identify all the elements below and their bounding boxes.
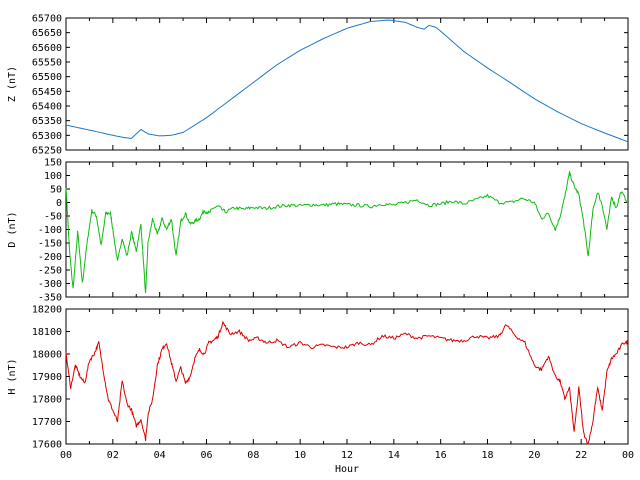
y-tick-label: 65700	[32, 14, 62, 25]
y-tick-label: 65300	[32, 131, 62, 142]
y-tick-label: 65500	[32, 72, 62, 83]
y-tick-label: -150	[38, 239, 62, 250]
plot-frame-z	[65, 17, 629, 151]
x-tick-label: 02	[107, 450, 119, 461]
x-tick-label: 00	[622, 450, 634, 461]
y-axis-label-z: Z (nT)	[7, 66, 18, 102]
y-axis-label-h: H (nT)	[7, 358, 18, 394]
x-tick-label: 16	[435, 450, 447, 461]
x-axis-label: Hour	[335, 464, 359, 475]
panel-d: -350 -300 -250 -200 -150 -100 -50 0 50 100 150 D (n…	[7, 158, 629, 304]
y-tick-label: 17900	[32, 372, 62, 383]
y-tick-label: 65350	[32, 116, 62, 127]
x-tick-label: 10	[294, 450, 306, 461]
y-tick-label: 18200	[32, 305, 62, 316]
x-tick-label: 04	[154, 450, 166, 461]
series-line-z	[65, 19, 629, 143]
x-tick-label: 06	[200, 450, 212, 461]
y-tick-label: -50	[44, 212, 62, 223]
x-tick-label: 14	[388, 450, 400, 461]
x-tick-label: 12	[341, 450, 353, 461]
y-tick-label: 65650	[32, 28, 62, 39]
y-tick-label: 18000	[32, 350, 62, 361]
y-axis-label-d: D (nT)	[7, 211, 18, 247]
x-tick-label: 20	[528, 450, 540, 461]
y-tick-label: 17700	[32, 417, 62, 428]
y-tick-label: 65400	[32, 102, 62, 113]
y-tick-label: 50	[50, 185, 62, 196]
y-tick-label: 150	[44, 158, 62, 169]
y-tick-label: 65550	[32, 58, 62, 69]
y-tick-label: 17600	[32, 440, 62, 451]
x-tick-label: 18	[481, 450, 493, 461]
series-line-d	[65, 171, 629, 294]
x-tick-label: 22	[575, 450, 587, 461]
y-tick-label: 65450	[32, 87, 62, 98]
plot-frame-h	[65, 308, 629, 445]
y-tick-label: -250	[38, 266, 62, 277]
y-tick-label: -200	[38, 252, 62, 263]
y-tick-label: 65600	[32, 43, 62, 54]
y-tick-label: 100	[44, 171, 62, 182]
y-tick-label: -100	[38, 225, 62, 236]
y-tick-label: 0	[56, 198, 62, 209]
x-tick-label: 08	[247, 450, 259, 461]
y-tick-label: 18100	[32, 327, 62, 338]
y-tick-label: 65250	[32, 146, 62, 157]
x-tick-label: 00	[60, 450, 72, 461]
y-tick-label: -300	[38, 279, 62, 290]
y-tick-label: -350	[38, 293, 62, 304]
series-line-h	[65, 320, 629, 445]
panel-h: 17600 17700 17800 17900 18000 18100 18200 00 02 0…	[7, 305, 634, 476]
y-tick-label: 17800	[32, 395, 62, 406]
panel-z: 65250 65300 65350 65400 65450 65500 65550 65600…	[7, 14, 629, 157]
